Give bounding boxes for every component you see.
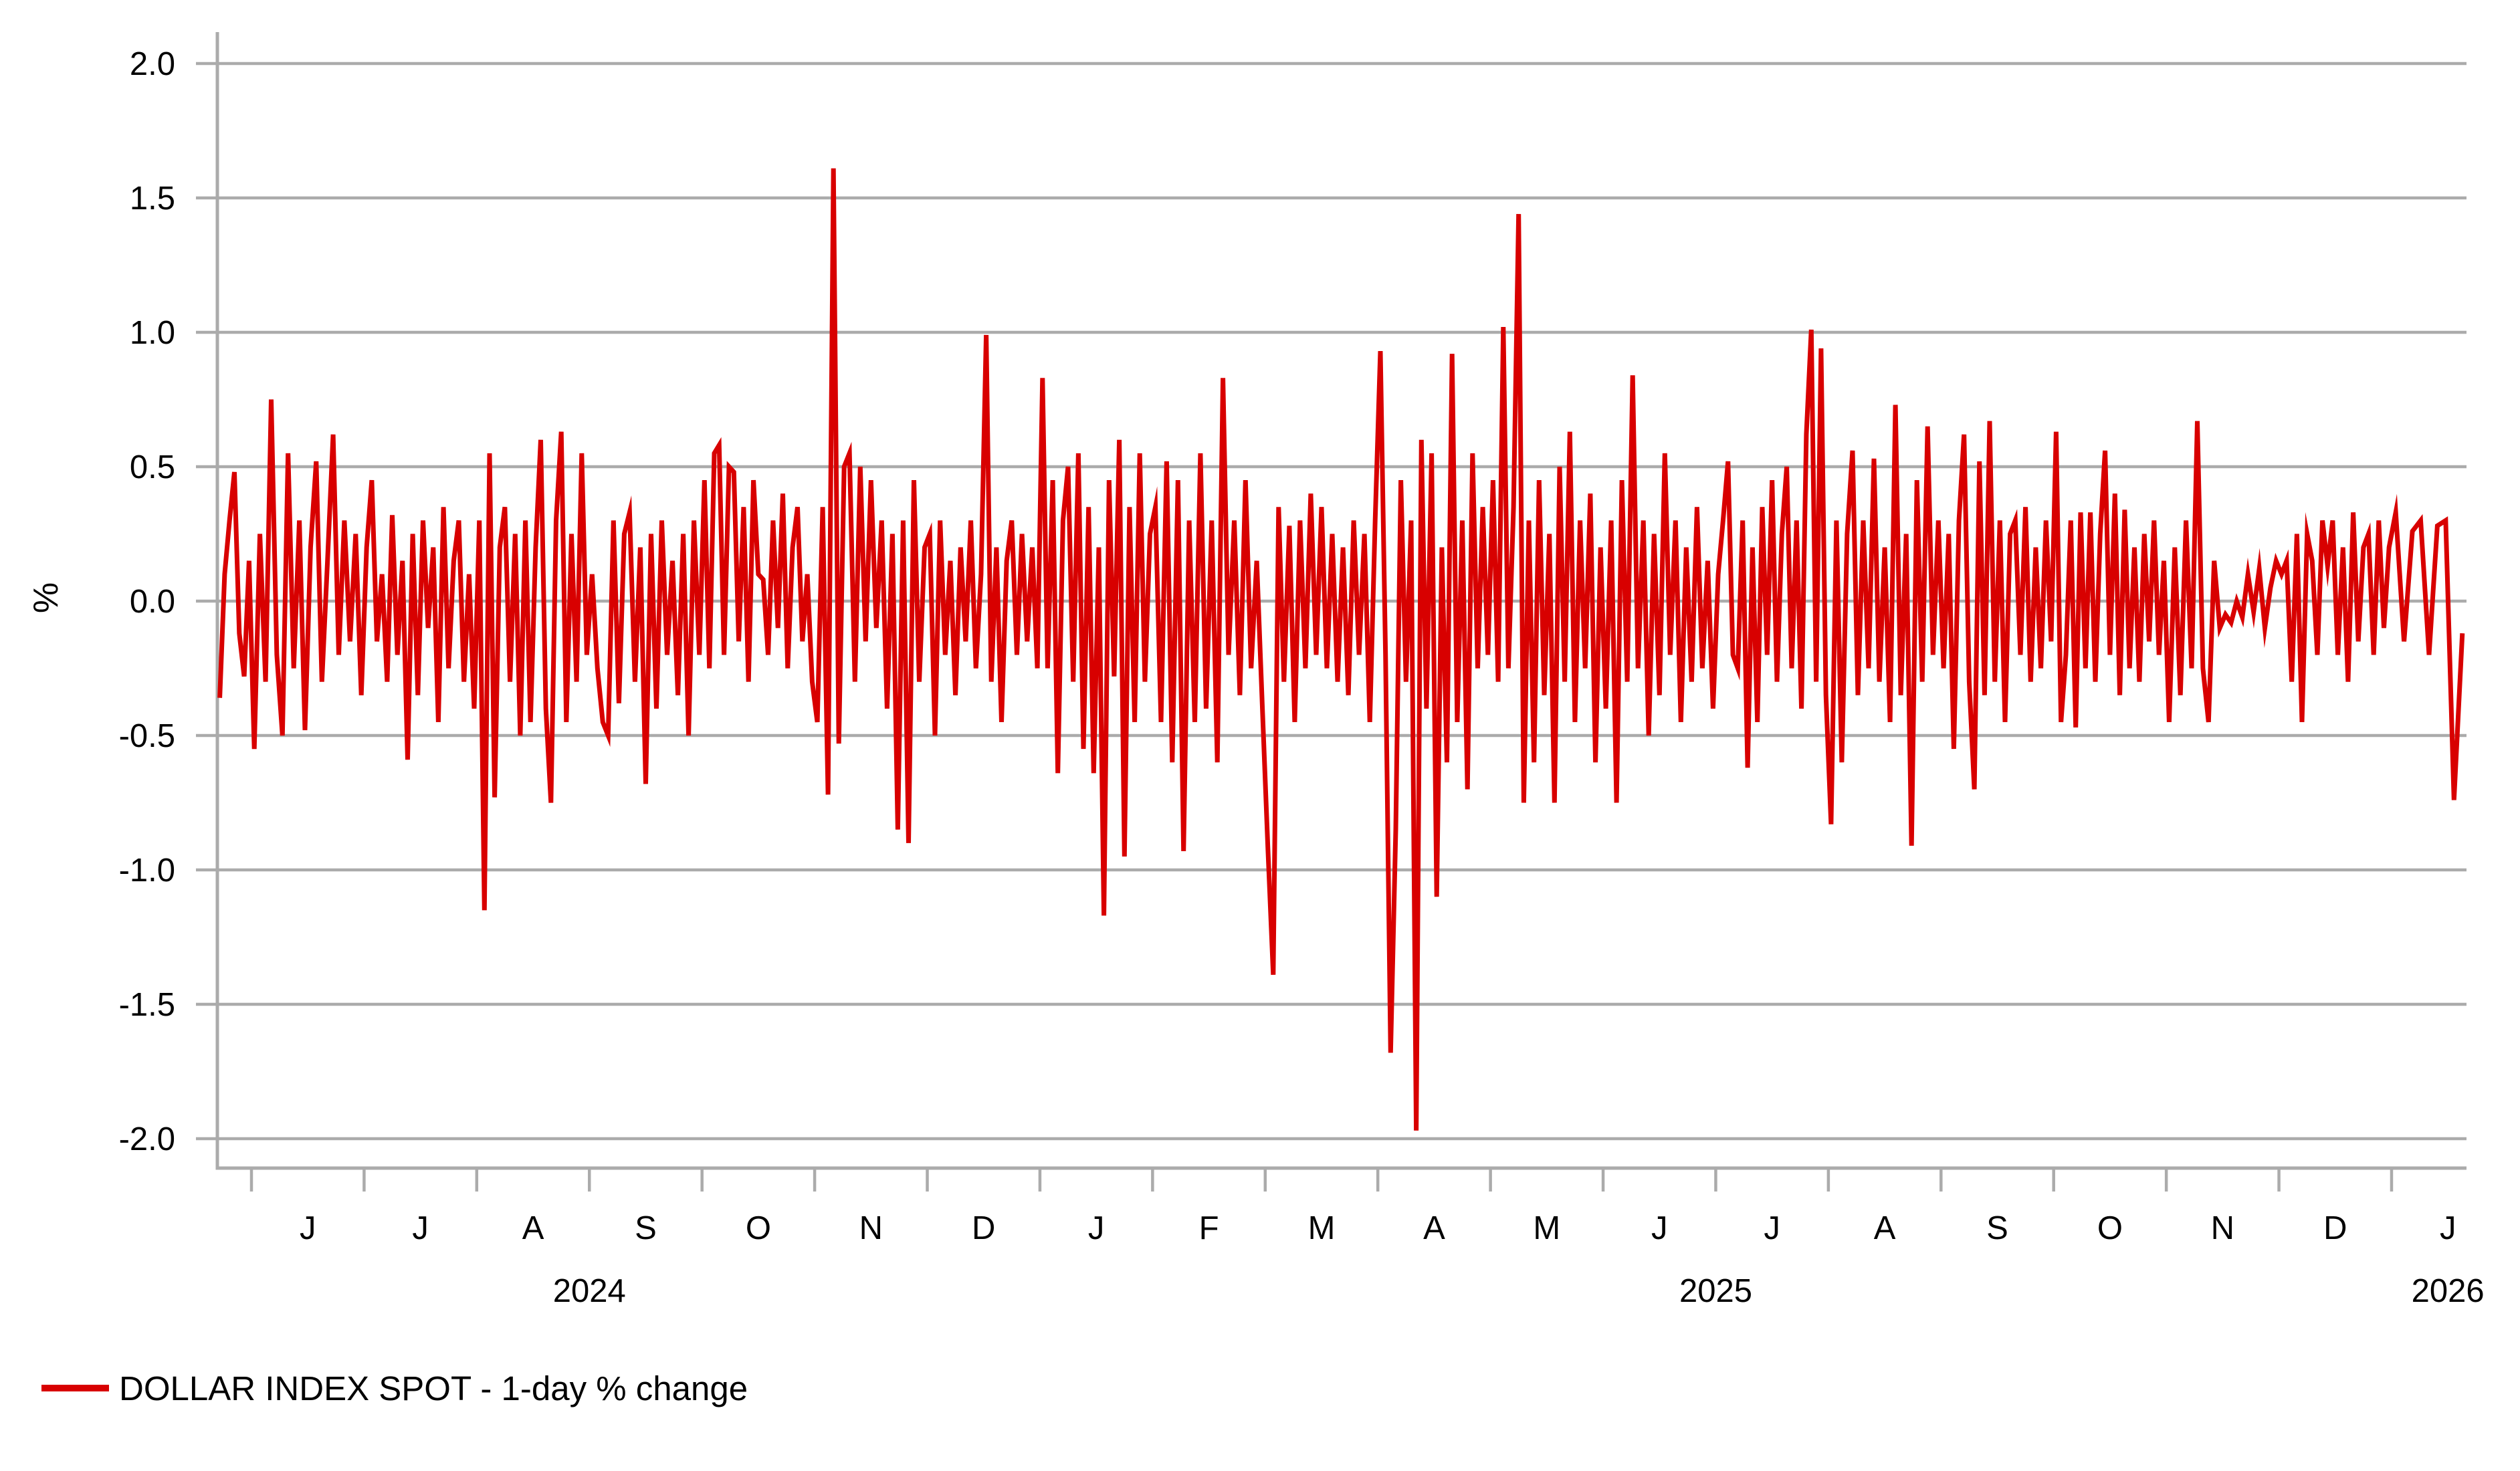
year-label: 2025	[1679, 1273, 1752, 1309]
y-tick-label: 0.5	[130, 449, 175, 485]
month-label: N	[859, 1210, 883, 1246]
month-label: S	[1986, 1210, 2008, 1246]
y-tick-label: 2.0	[130, 46, 175, 82]
month-label: M	[1533, 1210, 1560, 1246]
y-axis-title: %	[27, 582, 66, 613]
month-label: J	[1651, 1210, 1668, 1246]
month-label: S	[635, 1210, 657, 1246]
month-label: N	[2211, 1210, 2234, 1246]
month-label: D	[2323, 1210, 2347, 1246]
legend-line-swatch	[41, 1385, 109, 1391]
y-tick-label: -0.5	[119, 718, 175, 754]
year-label: 2024	[553, 1273, 626, 1309]
month-label: J	[412, 1210, 429, 1246]
month-label: J	[300, 1210, 316, 1246]
y-tick-label: 0.0	[130, 584, 175, 620]
month-label: A	[1874, 1210, 1896, 1246]
month-label: O	[746, 1210, 771, 1246]
month-label: A	[1423, 1210, 1445, 1246]
y-tick-label: -1.0	[119, 853, 175, 889]
month-label: J	[1764, 1210, 1780, 1246]
legend-label: DOLLAR INDEX SPOT - 1-day % change	[119, 1369, 748, 1407]
y-tick-label: 1.0	[130, 315, 175, 351]
month-label: D	[972, 1210, 995, 1246]
year-label: 2026	[2412, 1273, 2485, 1309]
month-label: A	[522, 1210, 544, 1246]
y-tick-label: -2.0	[119, 1121, 175, 1157]
month-label: J	[2440, 1210, 2456, 1246]
data-series-line	[217, 168, 2465, 1131]
legend: DOLLAR INDEX SPOT - 1-day % change	[41, 1368, 748, 1408]
month-label: O	[2097, 1210, 2123, 1246]
y-tick-label: -1.5	[119, 987, 175, 1023]
month-label: M	[1308, 1210, 1336, 1246]
month-label: F	[1199, 1210, 1219, 1246]
month-label: J	[1088, 1210, 1105, 1246]
y-tick-label: 1.5	[130, 181, 175, 217]
